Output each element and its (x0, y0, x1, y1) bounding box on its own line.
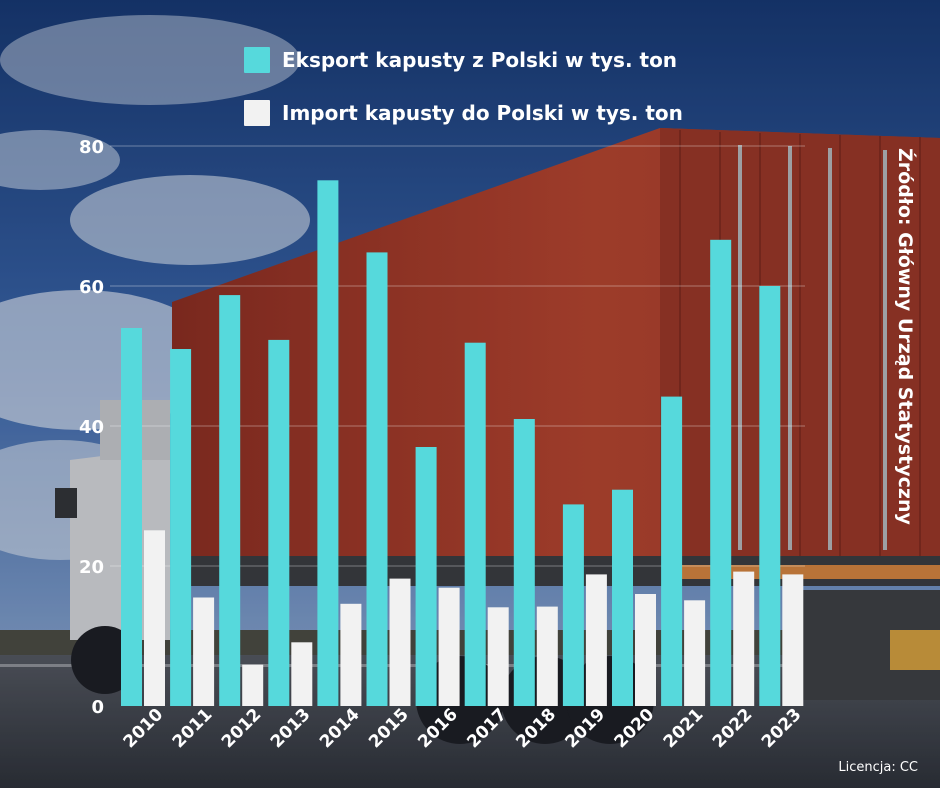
license-note: Licencja: CC (838, 760, 918, 775)
legend-swatch-import (244, 100, 270, 126)
x-tick-label: 2010 (120, 705, 168, 753)
y-tick-label: 60 (79, 277, 104, 298)
import-bar-2021 (684, 600, 706, 706)
import-bar-2010 (144, 530, 165, 706)
export-bar-2017 (464, 342, 486, 706)
x-tick-label: 2020 (611, 705, 659, 753)
y-tick-label: 20 (79, 557, 104, 578)
import-bar-2015 (389, 578, 411, 706)
x-tick-label: 2021 (660, 705, 708, 753)
source-note: Źródło: Główny Urząd Statystyczny (894, 148, 916, 525)
export-bar-2012 (219, 295, 241, 706)
import-bar-2019 (585, 574, 607, 706)
export-bar-2021 (661, 396, 683, 706)
x-tick-label: 2023 (758, 705, 806, 753)
x-tick-label: 2014 (316, 705, 364, 753)
legend-swatch-export (244, 47, 270, 73)
legend-item-import: Import kapusty do Polski w tys. ton (244, 100, 683, 126)
y-tick-label: 80 (79, 137, 104, 158)
import-bar-2012 (242, 664, 264, 706)
legend-label-export: Eksport kapusty z Polski w tys. ton (282, 48, 678, 72)
bars (121, 180, 804, 707)
x-tick-label: 2012 (218, 705, 266, 753)
export-bar-2014 (317, 180, 339, 707)
export-bar-2010 (121, 328, 142, 706)
import-bar-2018 (536, 606, 558, 706)
import-bar-2020 (635, 594, 656, 706)
export-bar-2018 (513, 419, 535, 706)
import-bar-2014 (340, 603, 362, 706)
import-bar-2023 (782, 574, 804, 706)
x-tick-label: 2022 (709, 705, 757, 753)
import-bar-2017 (487, 607, 509, 706)
x-tick-label: 2011 (169, 705, 217, 753)
x-tick-label: 2013 (267, 705, 315, 753)
export-bar-2013 (268, 339, 290, 706)
y-axis-tick-labels: 0 20 40 60 80 (79, 137, 104, 718)
y-tick-label: 40 (79, 417, 104, 438)
import-bar-2016 (438, 587, 460, 706)
y-tick-label: 0 (91, 697, 104, 718)
export-bar-2022 (710, 239, 732, 707)
x-tick-label: 2015 (365, 705, 413, 753)
x-tick-label: 2018 (512, 705, 560, 753)
legend-item-export: Eksport kapusty z Polski w tys. ton (244, 47, 677, 73)
gridlines (110, 145, 805, 567)
import-bar-2011 (193, 597, 215, 706)
import-bar-2013 (291, 642, 313, 706)
export-bar-2011 (170, 349, 192, 706)
x-tick-label: 2016 (414, 705, 462, 753)
export-bar-2020 (612, 489, 633, 706)
export-bar-2015 (366, 252, 388, 706)
legend-label-import: Import kapusty do Polski w tys. ton (282, 101, 683, 125)
x-axis-tick-labels: 2010 2011 2012 2013 2014 2015 2016 2017 2018 2019… (120, 705, 806, 753)
export-bar-2016 (415, 447, 437, 706)
x-tick-label: 2019 (562, 705, 610, 753)
export-bar-2023 (759, 286, 781, 706)
x-tick-label: 2017 (463, 705, 511, 753)
export-bar-2019 (562, 504, 584, 706)
import-bar-2022 (733, 571, 755, 706)
